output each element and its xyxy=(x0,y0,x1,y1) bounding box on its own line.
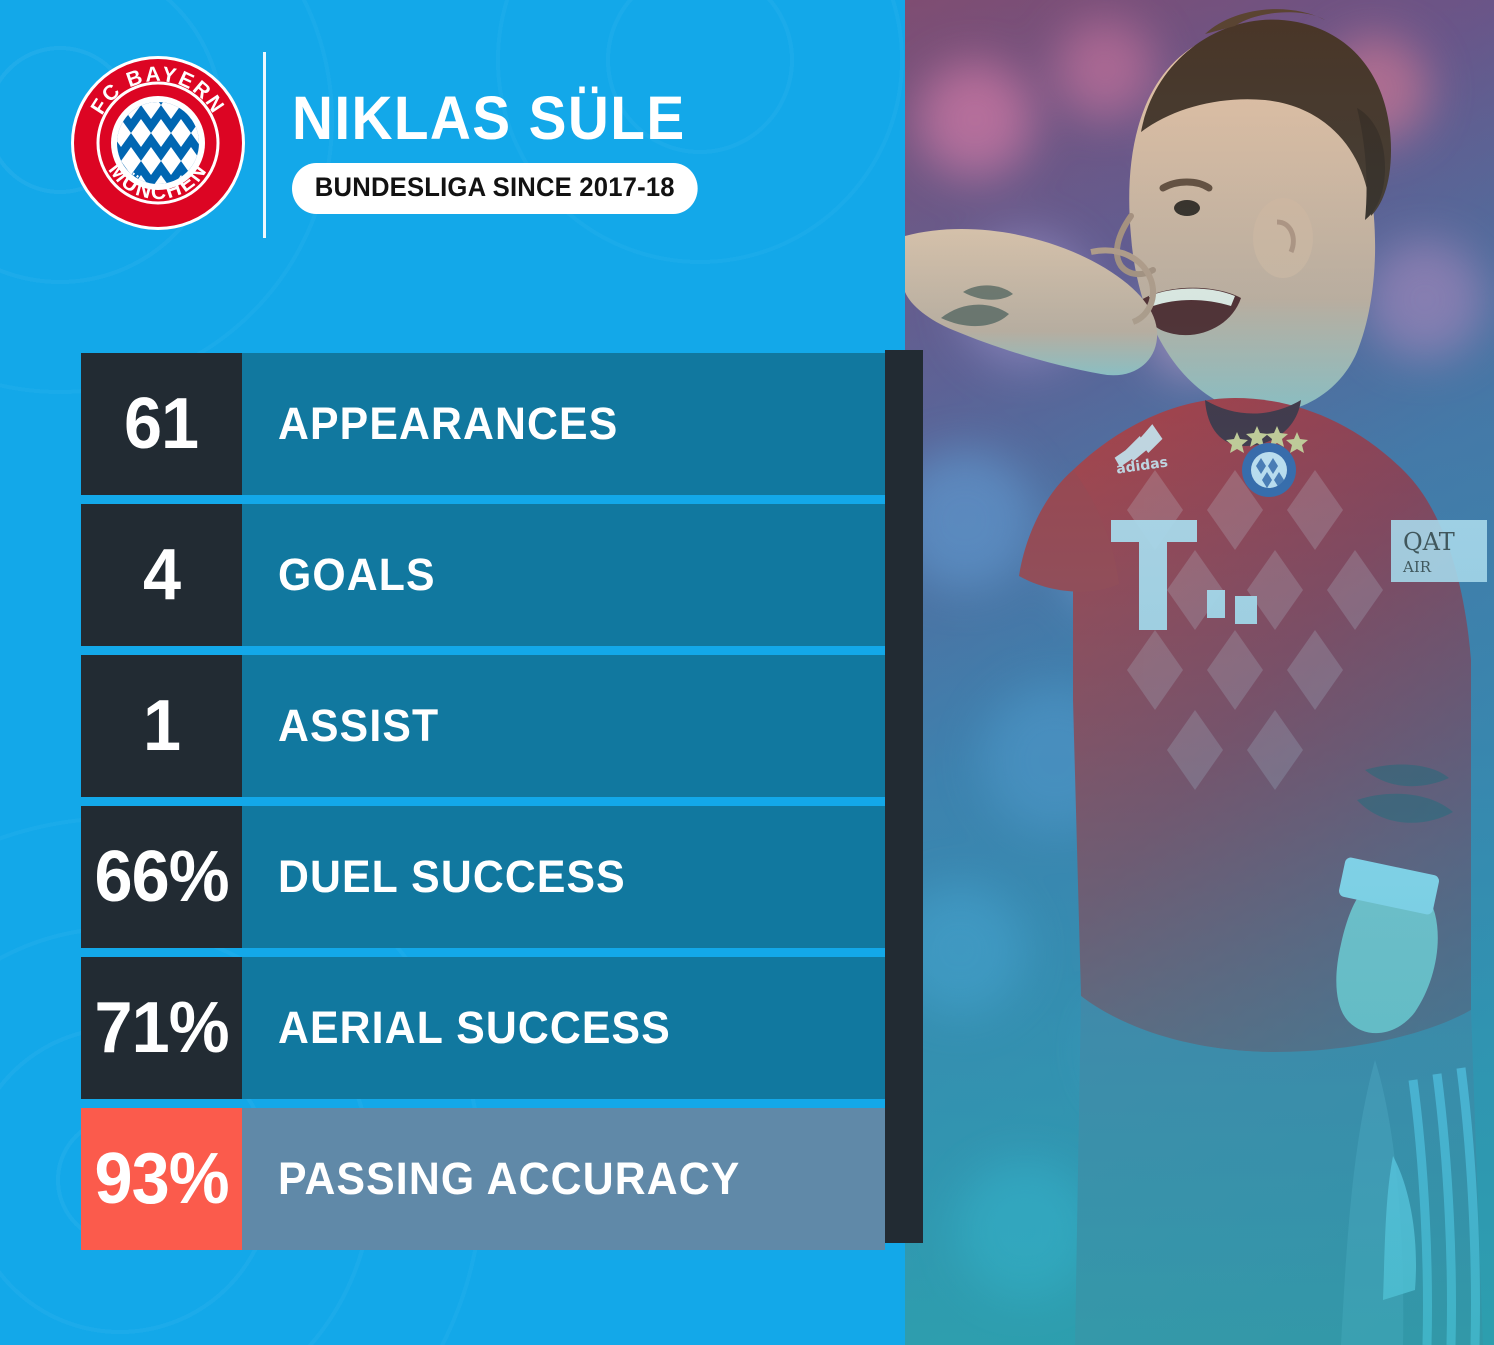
stat-label: ASSIST xyxy=(278,700,440,751)
stat-value: 66% xyxy=(94,837,229,917)
stats-list: 61 APPEARANCES 4 GOALS 1 ASSIST 66% xyxy=(81,353,885,1259)
stat-value-box: 66% xyxy=(81,806,242,948)
stat-label-bar: APPEARANCES xyxy=(242,353,885,495)
player-photo-illustration: adidas xyxy=(905,0,1494,1345)
stat-label: APPEARANCES xyxy=(278,398,619,449)
stat-label: AERIAL SUCCESS xyxy=(278,1002,671,1053)
stat-row: 1 ASSIST xyxy=(81,655,885,797)
stat-value-box-highlighted: 93% xyxy=(81,1108,242,1250)
stat-row: 71% AERIAL SUCCESS xyxy=(81,957,885,1099)
stat-value: 61 xyxy=(124,384,199,464)
stat-value: 71% xyxy=(94,988,229,1068)
stat-label-bar: GOALS xyxy=(242,504,885,646)
stat-value: 4 xyxy=(142,535,181,615)
crest-svg: FC BAYERN MÜNCHEN xyxy=(71,56,245,230)
stat-value: 93% xyxy=(94,1139,229,1219)
page-title: NIKLAS SÜLE xyxy=(292,84,686,152)
stat-row: 66% DUEL SUCCESS xyxy=(81,806,885,948)
competition-badge: BUNDESLIGA SINCE 2017-18 xyxy=(292,163,698,214)
stat-value-box: 71% xyxy=(81,957,242,1099)
stat-label-bar-highlighted: PASSING ACCURACY xyxy=(242,1108,885,1250)
stat-value: 1 xyxy=(142,686,181,766)
player-photo: adidas xyxy=(905,0,1494,1345)
stat-row-highlighted: 93% PASSING ACCURACY xyxy=(81,1108,885,1250)
header: FC BAYERN MÜNCHEN NIKLAS SÜLE BUNDESLIGA… xyxy=(0,0,905,330)
stat-label: PASSING ACCURACY xyxy=(278,1153,741,1204)
fc-bayern-munchen-crest-icon: FC BAYERN MÜNCHEN xyxy=(70,55,246,231)
header-divider xyxy=(263,52,266,238)
stat-label: DUEL SUCCESS xyxy=(278,851,626,902)
stat-value-box: 61 xyxy=(81,353,242,495)
title-block: NIKLAS SÜLE BUNDESLIGA SINCE 2017-18 xyxy=(292,88,892,214)
stat-label: GOALS xyxy=(278,549,436,600)
stat-label-bar: ASSIST xyxy=(242,655,885,797)
stat-value-box: 4 xyxy=(81,504,242,646)
stat-value-box: 1 xyxy=(81,655,242,797)
stat-row: 4 GOALS xyxy=(81,504,885,646)
stat-row: 61 APPEARANCES xyxy=(81,353,885,495)
stats-right-rail xyxy=(885,350,923,1243)
stat-label-bar: AERIAL SUCCESS xyxy=(242,957,885,1099)
stat-label-bar: DUEL SUCCESS xyxy=(242,806,885,948)
